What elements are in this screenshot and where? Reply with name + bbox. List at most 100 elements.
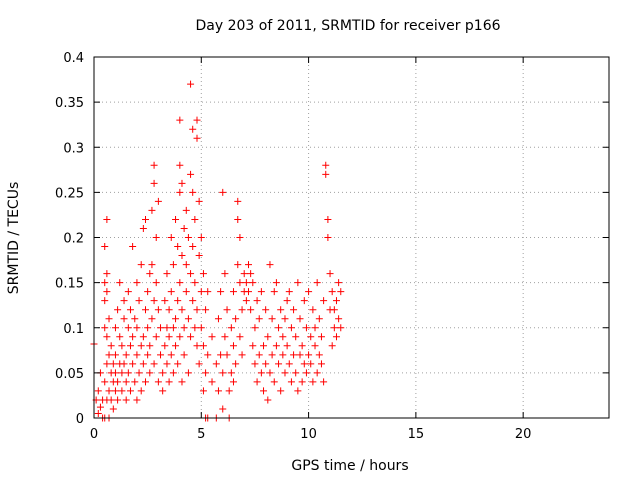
- data-point-marker: [103, 360, 111, 368]
- data-point-marker: [227, 324, 235, 332]
- data-point-marker: [157, 324, 165, 332]
- data-point-marker: [189, 188, 197, 196]
- data-point-marker: [279, 351, 287, 359]
- data-point-marker: [307, 360, 315, 368]
- data-point-marker: [214, 387, 222, 395]
- data-point-marker: [290, 351, 298, 359]
- data-point-marker: [305, 288, 313, 296]
- data-point-marker: [217, 288, 225, 296]
- data-point-marker: [330, 306, 338, 314]
- data-point-marker: [229, 288, 237, 296]
- data-point-marker: [229, 342, 237, 350]
- data-point-marker: [322, 161, 330, 169]
- data-point-marker: [174, 243, 182, 251]
- data-point-marker: [315, 315, 323, 323]
- data-point-marker: [281, 369, 289, 377]
- data-point-marker: [335, 315, 343, 323]
- data-point-marker: [191, 324, 199, 332]
- data-point-marker: [167, 351, 175, 359]
- y-tick-label: 0.35: [55, 96, 84, 111]
- data-point-marker: [182, 261, 190, 269]
- y-tick-label: 0.15: [55, 277, 84, 292]
- data-point-marker: [225, 387, 233, 395]
- data-point-marker: [322, 170, 330, 178]
- data-point-marker: [253, 378, 261, 386]
- data-point-marker: [247, 270, 255, 278]
- data-point-marker: [251, 360, 259, 368]
- data-point-marker: [262, 306, 270, 314]
- data-point-marker: [131, 378, 139, 386]
- data-point-marker: [227, 369, 235, 377]
- data-point-marker: [133, 279, 141, 287]
- data-point-marker: [223, 306, 231, 314]
- data-point-marker: [96, 403, 104, 411]
- data-point-marker: [270, 378, 278, 386]
- data-point-marker: [154, 197, 162, 205]
- data-point-marker: [242, 279, 250, 287]
- data-point-marker: [242, 297, 250, 305]
- data-point-marker: [107, 396, 115, 404]
- data-point-marker: [279, 333, 287, 341]
- data-point-marker: [176, 333, 184, 341]
- data-point-marker: [249, 342, 257, 350]
- data-point-marker: [337, 288, 345, 296]
- data-point-marker: [281, 315, 289, 323]
- data-point-marker: [309, 306, 317, 314]
- y-tick-label: 0.25: [55, 186, 84, 201]
- data-point-marker: [189, 125, 197, 133]
- data-point-marker: [135, 369, 143, 377]
- data-point-marker: [152, 234, 160, 241]
- data-point-marker: [161, 297, 169, 305]
- x-tick-label: 20: [515, 427, 532, 442]
- data-point-marker: [105, 351, 113, 359]
- data-point-marker: [285, 360, 293, 368]
- data-point-marker: [144, 288, 152, 296]
- data-point-marker: [187, 80, 195, 88]
- data-point-marker: [159, 369, 167, 377]
- data-points: [90, 80, 345, 422]
- data-point-marker: [101, 243, 109, 251]
- data-point-marker: [103, 270, 111, 278]
- data-point-marker: [167, 288, 175, 296]
- data-point-marker: [172, 315, 180, 323]
- data-point-marker: [184, 369, 192, 377]
- data-point-marker: [172, 215, 180, 223]
- data-point-marker: [187, 170, 195, 178]
- data-point-marker: [197, 288, 205, 296]
- data-point-marker: [111, 387, 119, 395]
- data-point-marker: [131, 315, 139, 323]
- data-point-marker: [116, 279, 124, 287]
- data-point-marker: [270, 288, 278, 296]
- data-point-marker: [101, 279, 109, 287]
- data-point-marker: [180, 224, 188, 232]
- data-point-marker: [191, 215, 199, 223]
- data-point-marker: [169, 324, 177, 332]
- data-point-marker: [309, 378, 317, 386]
- data-point-marker: [122, 351, 130, 359]
- data-point-marker: [330, 324, 338, 332]
- data-point-marker: [199, 387, 207, 395]
- data-point-marker: [296, 315, 304, 323]
- data-point-marker: [184, 234, 192, 241]
- data-point-marker: [275, 360, 283, 368]
- data-point-marker: [264, 333, 272, 341]
- data-point-marker: [129, 333, 137, 341]
- data-point-marker: [234, 261, 242, 269]
- data-point-marker: [182, 206, 190, 214]
- data-point-marker: [133, 351, 141, 359]
- data-point-marker: [277, 387, 285, 395]
- data-point-marker: [197, 234, 205, 241]
- data-point-marker: [139, 224, 147, 232]
- data-point-marker: [189, 243, 197, 251]
- data-point-marker: [313, 279, 321, 287]
- data-point-marker: [287, 378, 295, 386]
- data-point-marker: [266, 261, 274, 269]
- data-point-marker: [178, 306, 186, 314]
- x-tick-label: 15: [408, 427, 425, 442]
- data-point-marker: [260, 342, 268, 350]
- data-point-marker: [264, 396, 272, 404]
- data-point-marker: [105, 315, 113, 323]
- data-point-marker: [298, 342, 306, 350]
- data-point-marker: [165, 306, 173, 314]
- data-point-marker: [101, 324, 109, 332]
